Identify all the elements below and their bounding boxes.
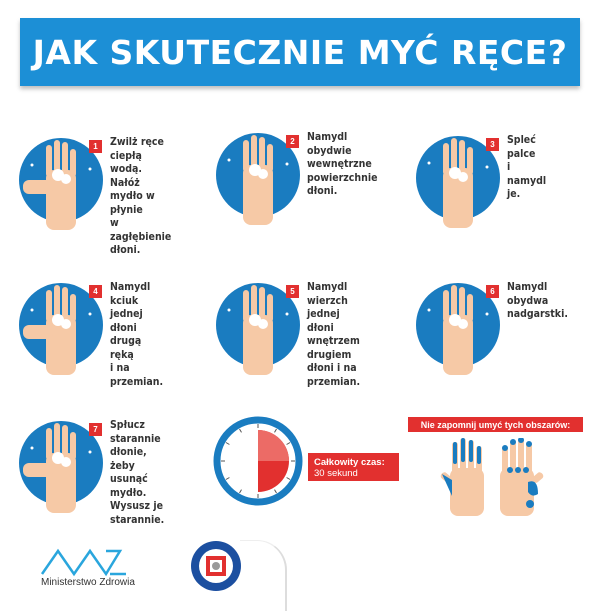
handwashing-illustration-icon (416, 136, 500, 228)
step-instruction: Namydl obydwa nadgarstki. (507, 281, 568, 320)
handwashing-illustration-icon (416, 283, 500, 375)
hands-areas-illustration (440, 438, 544, 516)
page-title: JAK SKUTECZNIE MYĆ RĘCE? (32, 32, 568, 72)
handwashing-illustration-icon (216, 283, 300, 375)
handwashing-illustration-icon (19, 421, 103, 513)
step-instruction: Namydl obydwie wewnętrzne powierzchnie d… (307, 131, 378, 197)
timer-tick (239, 428, 242, 433)
timer-icon (213, 416, 303, 506)
ministry-logo (40, 548, 126, 577)
step-number-badge: 4 (89, 285, 102, 298)
sanepid-seal (191, 541, 241, 591)
step-number-badge: 2 (286, 135, 299, 148)
total-time-box: Całkowity czas: 30 sekund (308, 453, 399, 481)
total-time-label: Całkowity czas: (314, 457, 385, 468)
step-number-badge: 3 (486, 138, 499, 151)
timer-tick (286, 442, 291, 445)
step-instruction: Spleć palce i namydl je. (507, 134, 547, 200)
handwashing-illustration-icon (19, 283, 103, 375)
handwashing-illustration-icon (216, 133, 300, 225)
total-time-value: 30 sekund (314, 468, 358, 479)
timer-tick (286, 477, 291, 480)
step-number-badge: 7 (89, 423, 102, 436)
timer-tick (239, 489, 242, 494)
step-number-badge: 5 (286, 285, 299, 298)
step-instruction: Spłucz starannie dłonie, żeby usunąć myd… (110, 419, 165, 526)
step-instruction: Namydl wierzch jednej dłoni wnętrzem dru… (307, 281, 361, 388)
reminder-label: Nie zapomnij umyć tych obszarów: (408, 417, 583, 432)
timer-tick (225, 477, 230, 480)
handwashing-illustration-icon (19, 138, 103, 230)
timer-tick (225, 442, 230, 445)
title-banner: JAK SKUTECZNIE MYĆ RĘCE? (20, 18, 580, 86)
step-instruction: Zwilż ręce ciepłą wodą. Nałóż mydło w pł… (110, 136, 172, 256)
step-number-badge: 1 (89, 140, 102, 153)
step-instruction: Namydl kciuk jednej dłoni drugą ręką i n… (110, 281, 164, 388)
ministry-name: Ministerstwo Zdrowia (41, 577, 135, 588)
footer-divider (240, 540, 287, 611)
step-number-badge: 6 (486, 285, 499, 298)
timer-tick (274, 428, 277, 433)
timer-tick (274, 489, 277, 494)
